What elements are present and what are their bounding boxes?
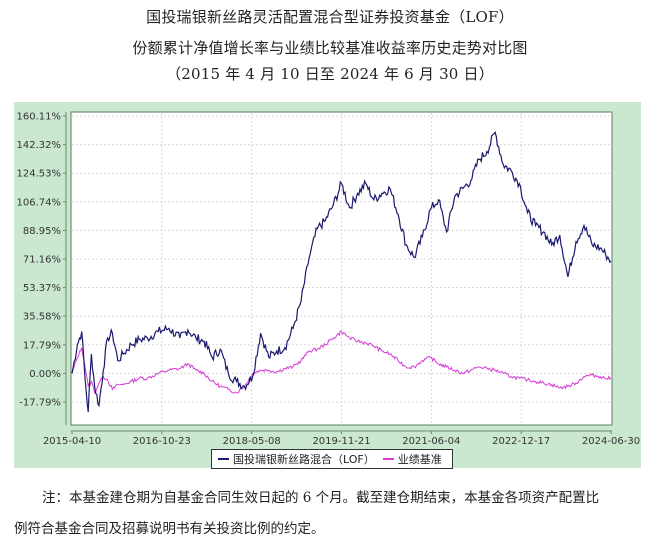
fund-series-line [71, 130, 612, 413]
y-tick-label: 17.79% [23, 340, 61, 351]
x-tick-label: 2024-06-30 [582, 436, 640, 447]
x-tick-label: 2022-12-17 [492, 436, 550, 447]
x-axis: 2015-04-10 2016-10-23 2018-05-08 2019-11-21… [43, 431, 640, 447]
chart-title: 份额累计净值增长率与业绩比较基准收益率历史走势对比图 [132, 39, 528, 57]
grid-lines [72, 113, 611, 424]
fund-title: 国投瑞银新丝路灵活配置混合型证券投资基金（LOF） [146, 8, 514, 26]
plot-area [70, 111, 613, 426]
y-tick-label: 106.74% [17, 197, 62, 208]
benchmark-series-line [71, 330, 612, 394]
y-tick-label: 88.95% [23, 226, 61, 237]
x-tick-label: 2021-06-04 [402, 436, 460, 447]
y-tick-label: 0.00% [29, 369, 61, 380]
date-range-subtitle: （2015 年 4 月 10 日至 2024 年 6 月 30 日） [166, 65, 494, 83]
legend-fund-label: 国投瑞银新丝路混合（LOF） [233, 453, 375, 466]
benchmark-swatch-icon [382, 458, 394, 460]
y-tick-label: 53.37% [23, 283, 61, 294]
x-tick-label: 2016-10-23 [133, 436, 191, 447]
y-axis: 160.11% 142.32% 124.53% 106.74% 88.95% 71.16%… [17, 112, 66, 409]
chart-legend: 国投瑞银新丝路混合（LOF） 业绩基准 [211, 449, 453, 469]
legend-item-fund: 国投瑞银新丝路混合（LOF） [216, 451, 375, 467]
x-tick-label: 2019-11-21 [312, 436, 370, 447]
footnote-line-2: 例符合基金合同及招募说明书有关投资比例的约定。 [14, 521, 325, 537]
footnote-line-1: 注：本基金建仓期为自基金合同生效日起的 6 个月。截至建仓期结束，本基金各项资产… [42, 490, 600, 506]
x-tick-label: 2018-05-08 [223, 436, 281, 447]
fund-swatch-icon [218, 458, 229, 460]
legend-item-benchmark: 业绩基准 [381, 451, 442, 467]
y-tick-label: -17.79% [19, 398, 61, 409]
y-tick-label: 35.58% [23, 312, 61, 323]
y-tick-label: 124.53% [17, 169, 62, 180]
y-tick-label: 142.32% [17, 140, 62, 151]
x-tick-label: 2015-04-10 [43, 436, 101, 447]
y-tick-label: 71.16% [23, 255, 61, 266]
y-tick-label: 160.11% [17, 112, 62, 123]
legend-benchmark-label: 业绩基准 [397, 453, 442, 466]
